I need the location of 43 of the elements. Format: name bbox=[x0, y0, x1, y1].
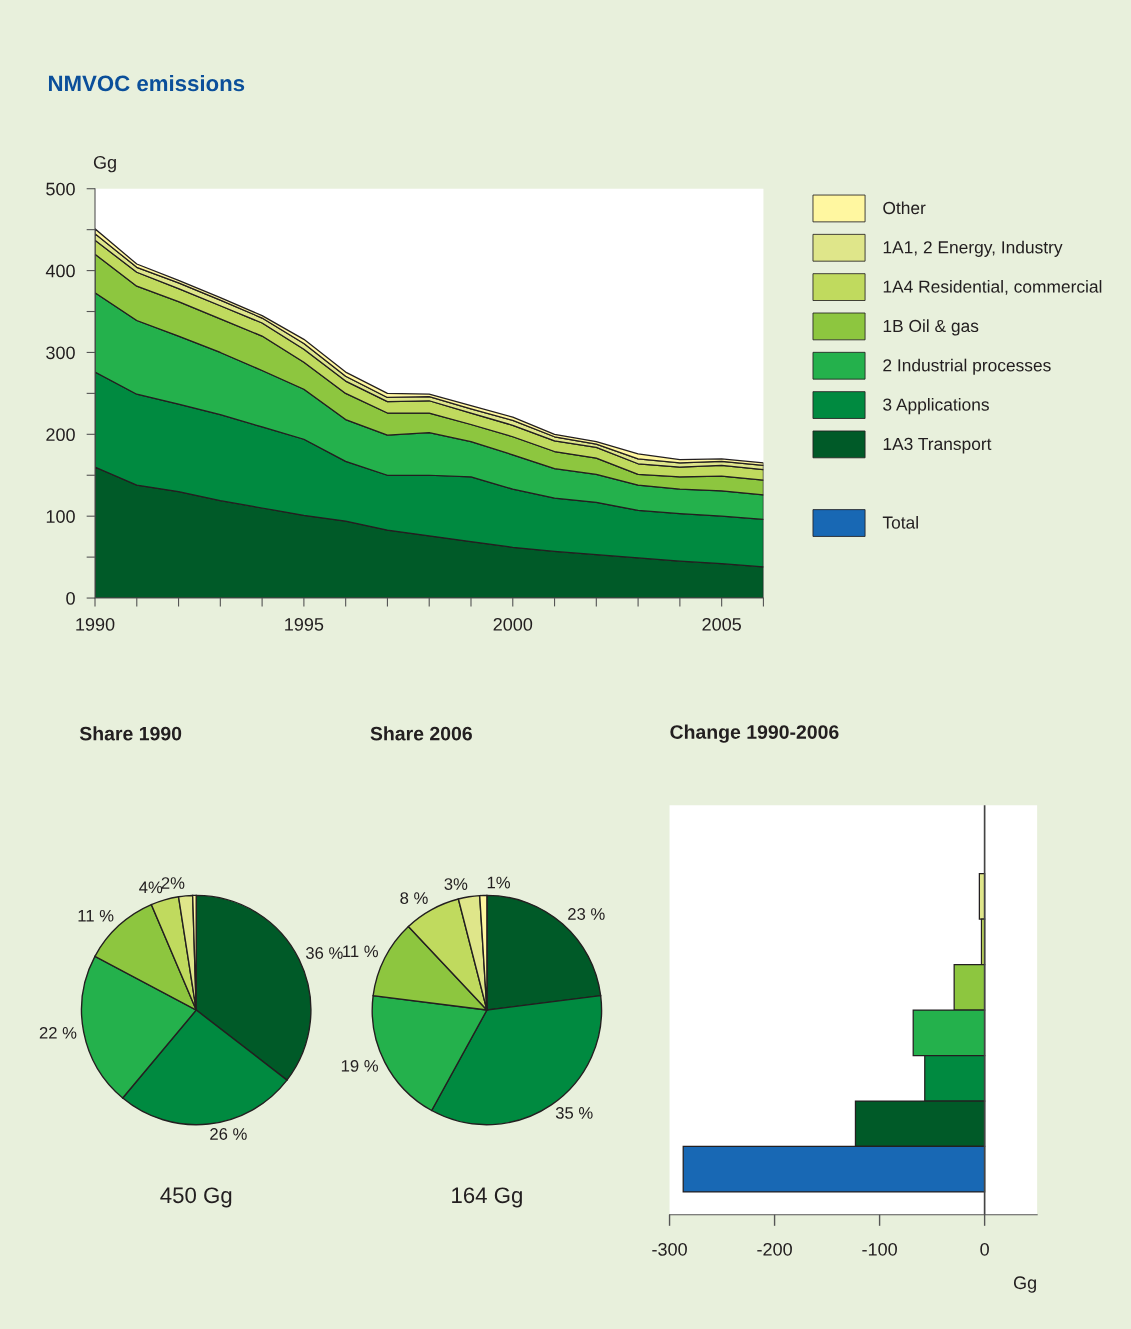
x-tick-label: -300 bbox=[652, 1242, 687, 1256]
x-tick-label: 2005 bbox=[702, 617, 741, 631]
legend-label: 3 Applications bbox=[883, 398, 989, 415]
legend-label: 1A1, 2 Energy, Industry bbox=[883, 240, 1063, 257]
data-label: 8 % bbox=[400, 892, 428, 904]
y-axis-title: Gg bbox=[93, 155, 116, 173]
x-tick-label: 0 bbox=[980, 1242, 989, 1256]
data-label: 11 % bbox=[343, 945, 379, 958]
legend-label: 2 Industrial processes bbox=[883, 358, 1051, 375]
legend-label: Other bbox=[883, 201, 926, 215]
x-tick-label: 1995 bbox=[285, 617, 324, 631]
chart-title: NMVOC emissions bbox=[48, 74, 245, 92]
chart-title: Share 2006 bbox=[370, 726, 472, 741]
y-tick-label: 400 bbox=[45, 264, 75, 278]
text: 450 Gg bbox=[160, 1187, 232, 1208]
x-tick-label: -200 bbox=[757, 1242, 792, 1256]
data-label: 3% bbox=[444, 878, 468, 890]
x-axis-title: Gg bbox=[1013, 1276, 1036, 1293]
text: 164 Gg bbox=[452, 1187, 522, 1208]
legend-label: Total bbox=[882, 515, 918, 529]
y-tick-label: 500 bbox=[46, 182, 75, 196]
data-label: 23 % bbox=[568, 908, 605, 920]
y-tick-label: 100 bbox=[46, 510, 75, 523]
x-tick-label: 1990 bbox=[76, 617, 115, 631]
legend-label: 1A4 Residential, commercial bbox=[883, 280, 1102, 295]
chart-title: Change 1990-2006 bbox=[670, 724, 839, 743]
data-label: 4% bbox=[139, 881, 163, 894]
x-tick-label: 2000 bbox=[493, 617, 533, 631]
data-label: 19 % bbox=[341, 1059, 379, 1072]
y-tick-label: 0 bbox=[66, 591, 75, 605]
data-label: 1% bbox=[487, 876, 511, 889]
legend-label: 1B Oil & gas bbox=[883, 319, 979, 336]
data-label: 36 % bbox=[305, 947, 343, 959]
legend-label: 1A3 Transport bbox=[883, 437, 992, 454]
data-label: 11 % bbox=[78, 909, 114, 922]
y-tick-label: 300 bbox=[46, 346, 75, 360]
data-label: 2% bbox=[161, 877, 185, 889]
y-tick-label: 200 bbox=[46, 428, 75, 442]
chart-title: Share 1990 bbox=[79, 726, 182, 741]
data-label: 22 % bbox=[39, 1026, 77, 1039]
data-label: 35 % bbox=[555, 1107, 593, 1119]
data-label: 26 % bbox=[210, 1128, 247, 1140]
x-tick-label: -100 bbox=[862, 1242, 897, 1256]
